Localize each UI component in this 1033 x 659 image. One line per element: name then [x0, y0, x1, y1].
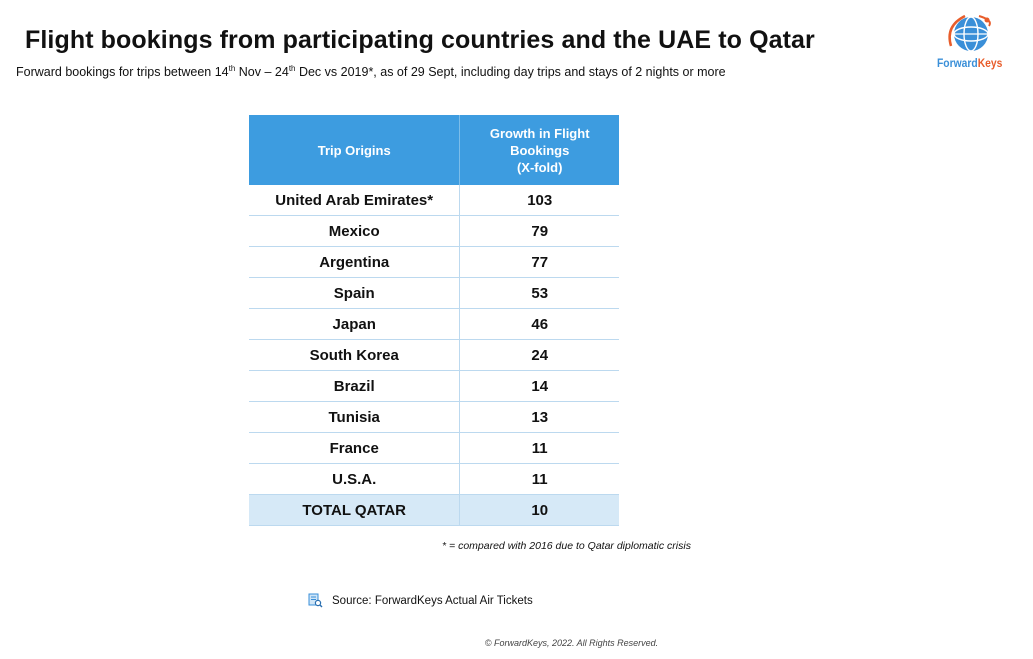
table-row: United Arab Emirates* 103 — [249, 185, 619, 216]
table-row: South Korea 24 — [249, 339, 619, 371]
growth-value-cell: 46 — [459, 308, 619, 340]
forwardkeys-logo — [948, 14, 991, 52]
table-row: Japan 46 — [249, 308, 619, 340]
growth-value-cell: 103 — [459, 185, 619, 216]
trip-origin-cell: Tunisia — [249, 401, 460, 433]
total-label-cell: TOTAL QATAR — [249, 494, 460, 526]
total-row: TOTAL QATAR 10 — [249, 494, 619, 526]
table-row: Mexico 79 — [249, 215, 619, 247]
col-header-trip-origins: Trip Origins — [249, 115, 460, 185]
growth-value-cell: 14 — [459, 370, 619, 402]
page-title: Flight bookings from participating count… — [25, 26, 815, 54]
trip-origin-cell: U.S.A. — [249, 463, 460, 495]
document-search-icon — [308, 593, 323, 608]
growth-value-cell: 53 — [459, 277, 619, 309]
table-row: U.S.A. 11 — [249, 463, 619, 495]
copyright: © ForwardKeys, 2022. All Rights Reserved… — [484, 638, 659, 648]
trip-origin-cell: Brazil — [249, 370, 460, 402]
table-row: Argentina 77 — [249, 246, 619, 278]
trip-origin-cell: Spain — [249, 277, 460, 309]
table-row: Spain 53 — [249, 277, 619, 309]
growth-value-cell: 77 — [459, 246, 619, 278]
growth-value-cell: 24 — [459, 339, 619, 371]
growth-value-cell: 11 — [459, 432, 619, 464]
trip-origin-cell: Mexico — [249, 215, 460, 247]
growth-table: Trip Origins Growth in Flight Bookings (… — [249, 115, 619, 526]
table-row: France 11 — [249, 432, 619, 464]
growth-value-cell: 13 — [459, 401, 619, 433]
growth-value-cell: 79 — [459, 215, 619, 247]
col-header-growth: Growth in Flight Bookings (X-fold) — [459, 115, 619, 185]
trip-origin-cell: South Korea — [249, 339, 460, 371]
source-line: Source: ForwardKeys Actual Air Tickets — [308, 593, 533, 608]
logo-wordmark: ForwardKeys — [937, 56, 1003, 70]
trip-origin-cell: Argentina — [249, 246, 460, 278]
total-value-cell: 10 — [459, 494, 619, 526]
source-text: Source: ForwardKeys Actual Air Tickets — [332, 594, 533, 607]
trip-origin-cell: United Arab Emirates* — [249, 185, 460, 216]
page-subtitle: Forward bookings for trips between 14th … — [16, 64, 726, 80]
footnote: * = compared with 2016 due to Qatar dipl… — [442, 540, 691, 552]
growth-value-cell: 11 — [459, 463, 619, 495]
trip-origin-cell: France — [249, 432, 460, 464]
table-row: Tunisia 13 — [249, 401, 619, 433]
trip-origin-cell: Japan — [249, 308, 460, 340]
table-row: Brazil 14 — [249, 370, 619, 402]
